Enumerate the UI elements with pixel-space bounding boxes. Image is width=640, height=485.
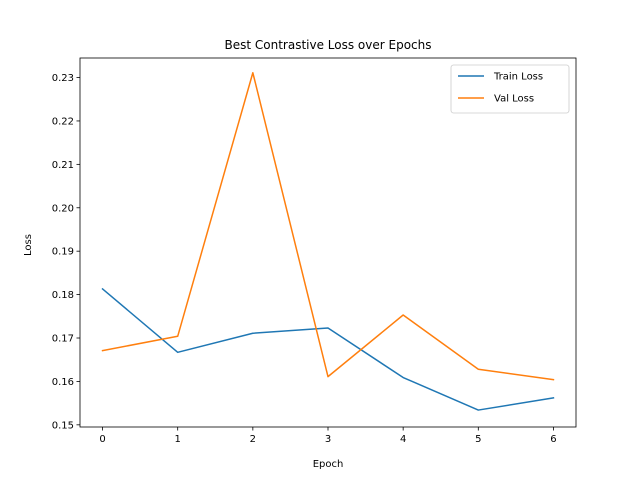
series-line-1: [101, 72, 555, 381]
y-tick-label: 0.23: [52, 73, 74, 84]
x-axis-label: Epoch: [313, 459, 344, 470]
legend: Train Loss Val Loss: [450, 64, 570, 114]
y-axis-label: Loss: [23, 234, 34, 256]
legend-box: [450, 64, 570, 114]
y-tick-label: 0.17: [52, 334, 74, 345]
legend-label-0: Train Loss: [493, 72, 543, 83]
chart-title: Best Contrastive Loss over Epochs: [225, 38, 432, 52]
y-tick-label: 0.15: [52, 420, 74, 431]
x-tick-label: 0: [99, 434, 105, 445]
x-tick-label: 3: [325, 434, 331, 445]
y-tick-label: 0.16: [52, 377, 74, 388]
y-tick-label: 0.21: [52, 160, 74, 171]
series-line-0: [101, 287, 555, 411]
x-tick-label: 1: [175, 434, 181, 445]
axes: 0 1 2 3 4 5 6 0.15 0.16 0.17 0.18 0.19 0.20 0.21 0.22 0…: [52, 57, 577, 445]
x-tick-label: 5: [475, 434, 481, 445]
y-tick-label: 0.20: [52, 203, 74, 214]
x-tick-label: 6: [550, 434, 556, 445]
y-tick-label: 0.22: [52, 116, 74, 127]
legend-label-1: Val Loss: [494, 94, 534, 105]
x-tick-label: 2: [250, 434, 256, 445]
x-tick-label: 4: [400, 434, 406, 445]
y-tick-label: 0.18: [52, 290, 74, 301]
plot-area: [101, 72, 555, 411]
y-tick-label: 0.19: [52, 247, 74, 258]
